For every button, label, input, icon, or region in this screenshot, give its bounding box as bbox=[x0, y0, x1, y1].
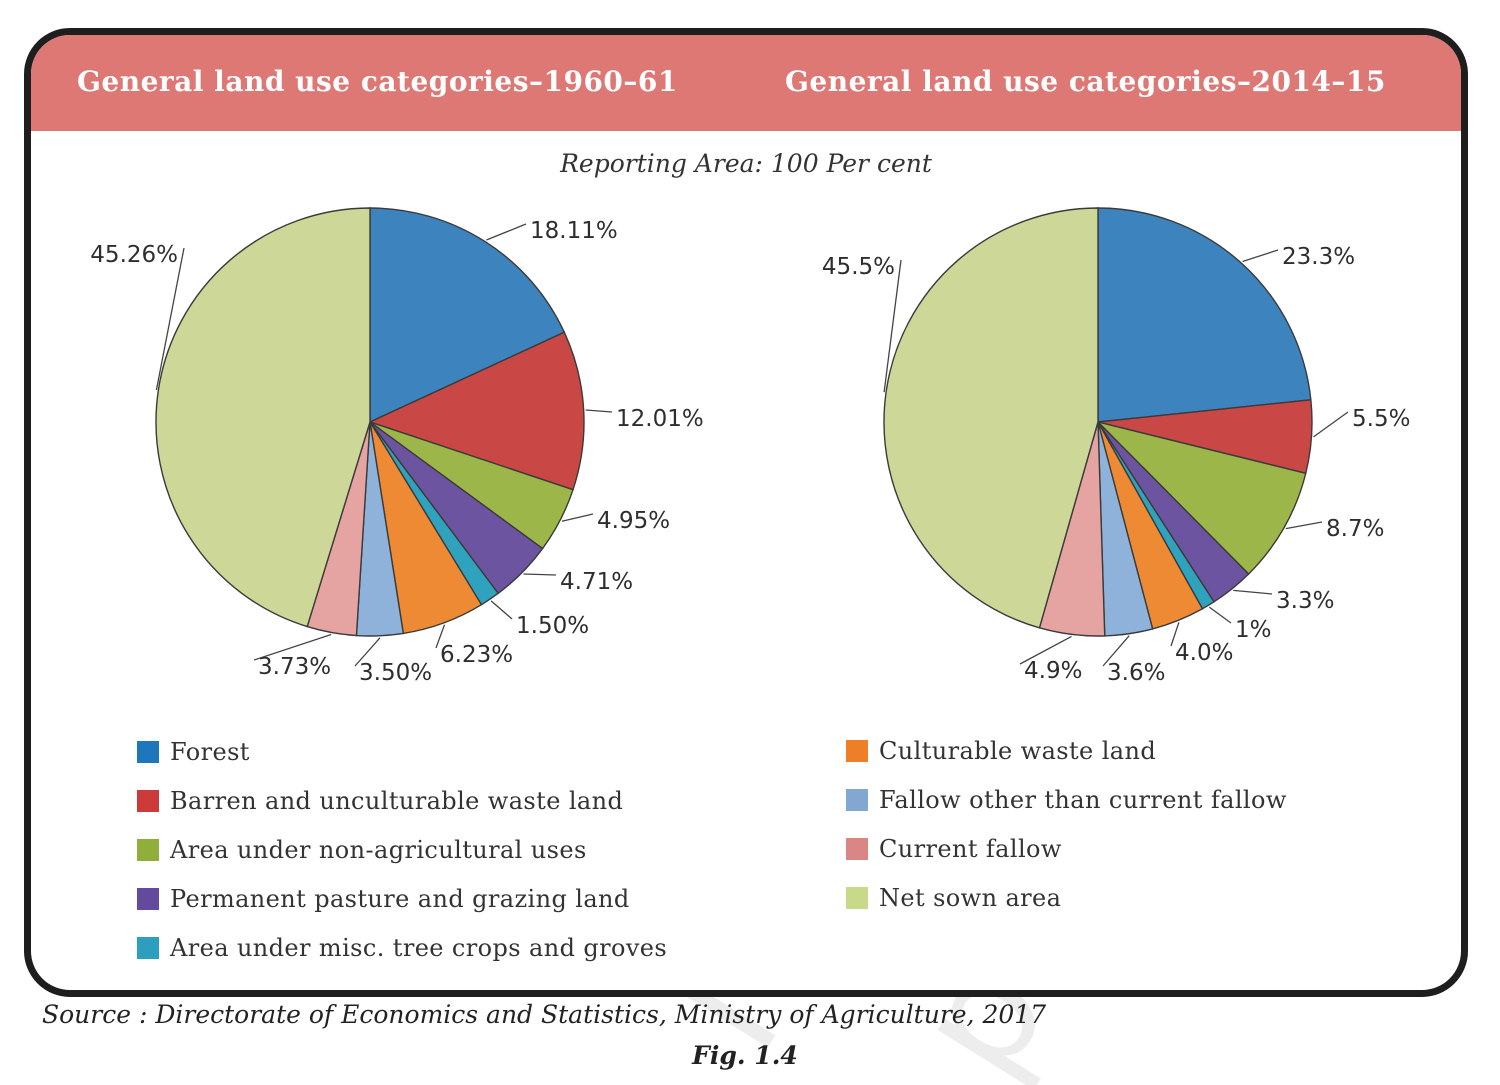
pie-2014-leader-tree-crops bbox=[1208, 606, 1232, 624]
pie-2014-label-net-sown: 45.5% bbox=[822, 254, 895, 280]
pie-1960-leader-other-fallow bbox=[354, 637, 381, 667]
legend-swatch-forest bbox=[137, 741, 159, 763]
pie-1960-label-other-fallow: 3.50% bbox=[359, 660, 432, 686]
pie-2014-slice-net-sown bbox=[883, 207, 1099, 629]
pie-1960-label-pasture: 4.71% bbox=[560, 569, 633, 595]
pie-1960-leader-culturable-waste bbox=[435, 624, 446, 649]
legend-swatch-net-sown bbox=[846, 887, 868, 909]
legend-swatch-tree-crops bbox=[137, 937, 159, 959]
legend-swatch-non-agricultural bbox=[137, 839, 159, 861]
legend-swatch-barren bbox=[137, 790, 159, 812]
pie-1960-slice-forest bbox=[369, 207, 566, 424]
pie-2014: 23.3% 5.5% 8.7% 3.3%1%4.0% 3.6% 4.9% 45.5% bbox=[822, 207, 1410, 686]
pie-2014-leader-other-fallow bbox=[1102, 635, 1130, 667]
pie-2014-slice-non-agricultural bbox=[1095, 420, 1307, 576]
pie-1960: 18.11% 12.01% 4.95% 4.71% 1.50%6.23% 3.50% 3.7… bbox=[90, 207, 704, 686]
pie-1960-label-net-sown: 45.26% bbox=[90, 242, 178, 268]
legend-label-barren: Barren and unculturable waste land bbox=[170, 787, 624, 815]
pie-1960-slice-net-sown bbox=[155, 207, 371, 628]
legend-label-pasture: Permanent pasture and grazing land bbox=[170, 885, 630, 913]
pie-2014-label-non-agricultural: 8.7% bbox=[1326, 516, 1384, 542]
legend-label-tree-crops: Area under misc. tree crops and groves bbox=[170, 934, 668, 962]
pie-1960-leader-net-sown bbox=[155, 247, 185, 391]
legend-swatch-pasture bbox=[137, 888, 159, 910]
pie-1960-label-non-agricultural: 4.95% bbox=[597, 508, 670, 534]
legend-swatch-other-fallow bbox=[846, 789, 868, 811]
pie-1960-leader-pasture bbox=[523, 573, 557, 576]
header-band: General land use categories–1960–61 Gene… bbox=[31, 35, 1461, 131]
pie-1960-label-forest: 18.11% bbox=[530, 218, 618, 244]
pie-2014-leader-net-sown bbox=[883, 259, 902, 393]
legend-swatch-current-fallow bbox=[846, 838, 868, 860]
pie-1960-label-current-fallow: 3.73% bbox=[258, 654, 331, 680]
pie-2014-leader-forest bbox=[1242, 249, 1279, 263]
pie-2014-label-current-fallow: 4.9% bbox=[1024, 658, 1082, 684]
legend-label-culturable-waste: Culturable waste land bbox=[879, 737, 1157, 765]
pie-2014-label-culturable-waste: 4.0% bbox=[1175, 640, 1233, 666]
pie-2014-leader-pasture bbox=[1233, 589, 1273, 595]
pie-2014-slice-forest bbox=[1097, 207, 1312, 423]
pie-2014-label-tree-crops: 1% bbox=[1235, 617, 1272, 643]
pie-1960-label-tree-crops: 1.50% bbox=[516, 613, 589, 639]
figure-label: Fig. 1.4 bbox=[692, 1041, 798, 1070]
pie-2014-leader-current-fallow bbox=[1019, 635, 1072, 665]
pie-1960-leader-current-fallow bbox=[253, 633, 332, 661]
pie-2014-leader-barren bbox=[1313, 411, 1349, 438]
legend-label-other-fallow: Fallow other than current fallow bbox=[879, 786, 1287, 814]
legend-label-forest: Forest bbox=[170, 738, 250, 766]
pie-2014-leader-non-agricultural bbox=[1285, 521, 1323, 530]
pie-1960-leader-barren bbox=[585, 409, 613, 413]
left-chart-title: General land use categories–1960–61 bbox=[77, 65, 678, 98]
pie-2014-label-other-fallow: 3.6% bbox=[1107, 660, 1165, 686]
legend-label-non-agricultural: Area under non-agricultural uses bbox=[170, 836, 587, 864]
pie-1960-leader-tree-crops bbox=[490, 600, 513, 620]
pie-1960-leader-forest bbox=[486, 223, 527, 241]
pie-1960-leader-non-agricultural bbox=[561, 513, 594, 522]
pie-2014-label-pasture: 3.3% bbox=[1276, 588, 1334, 614]
pie-2014-leader-culturable-waste bbox=[1170, 622, 1180, 647]
pie-2014-label-barren: 5.5% bbox=[1352, 406, 1410, 432]
pie-2014-label-forest: 23.3% bbox=[1282, 244, 1355, 270]
legend-label-net-sown: Net sown area bbox=[879, 884, 1062, 912]
reporting-area-subtitle: Reporting Area: 100 Per cent bbox=[560, 149, 932, 178]
pie-1960-label-culturable-waste: 6.23% bbox=[440, 642, 513, 668]
right-chart-title: General land use categories–2014–15 bbox=[785, 65, 1386, 98]
source-note: Source : Directorate of Economics and St… bbox=[42, 1000, 1047, 1029]
pie-1960-slice-barren bbox=[368, 331, 585, 491]
pie-1960-label-barren: 12.01% bbox=[616, 406, 704, 432]
legend-swatch-culturable-waste bbox=[846, 740, 868, 762]
legend-label-current-fallow: Current fallow bbox=[879, 835, 1062, 863]
